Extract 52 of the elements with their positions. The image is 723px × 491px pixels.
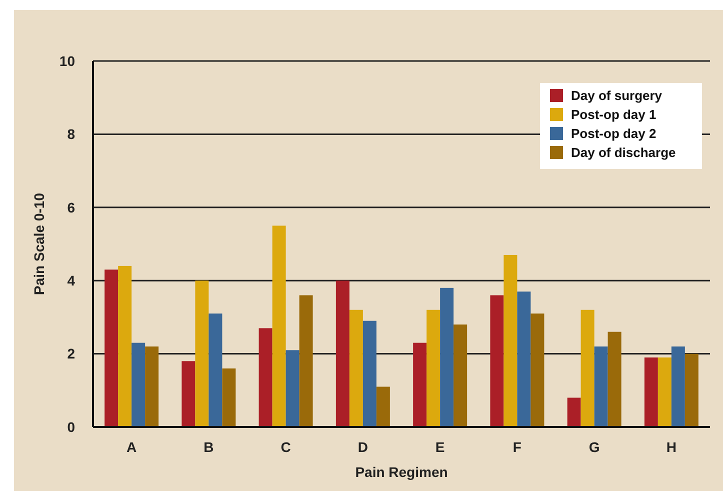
bar: [413, 342, 427, 427]
x-tick-label: A: [126, 439, 137, 455]
y-tick-label: 4: [67, 272, 76, 288]
bar: [132, 342, 146, 427]
bar: [286, 350, 300, 427]
bar: [658, 357, 672, 427]
bar: [567, 398, 581, 427]
bar: [362, 320, 376, 427]
x-axis-title: Pain Regimen: [355, 464, 448, 480]
y-tick-label: 2: [67, 346, 76, 362]
bar: [195, 280, 209, 427]
bar: [299, 295, 313, 427]
bar: [490, 295, 504, 427]
y-tick-label: 0: [67, 418, 76, 435]
x-tick-label: G: [588, 439, 600, 455]
x-tick-label: H: [666, 439, 676, 455]
bar: [517, 292, 531, 427]
bar: [644, 357, 658, 427]
bar: [258, 328, 272, 427]
bar: [580, 310, 594, 427]
bar: [182, 361, 196, 427]
bar: [594, 346, 608, 427]
y-tick-label: 6: [67, 199, 76, 216]
bar: [104, 270, 118, 427]
legend-label: Day of discharge: [571, 145, 676, 160]
x-tick-label: B: [204, 439, 214, 455]
bar: [272, 226, 286, 427]
bar: [671, 346, 685, 427]
legend-label: Post-op day 2: [571, 126, 656, 142]
x-tick-label: E: [435, 439, 445, 455]
bar: [426, 310, 440, 427]
bar: [440, 288, 454, 427]
y-axis-title: Pain Scale 0-10: [31, 192, 47, 295]
bar: [608, 332, 622, 427]
bar: [454, 324, 468, 427]
x-tick-label: C: [280, 439, 291, 455]
bar: [530, 314, 544, 427]
bar: [336, 280, 350, 427]
bar: [145, 346, 159, 427]
bar: [118, 266, 132, 427]
y-tick-label: 8: [67, 126, 76, 142]
bar: [349, 310, 363, 427]
bar: [684, 354, 698, 427]
x-tick-label: D: [358, 439, 368, 455]
bar: [208, 314, 222, 427]
x-tick-label: F: [512, 439, 522, 455]
bar: [376, 386, 390, 427]
y-tick-label: 10: [59, 52, 76, 69]
bar: [504, 254, 518, 427]
bar: [222, 368, 236, 427]
legend-label: Post-op day 1: [571, 107, 656, 122]
legend-label: Day of surgery: [571, 88, 663, 104]
